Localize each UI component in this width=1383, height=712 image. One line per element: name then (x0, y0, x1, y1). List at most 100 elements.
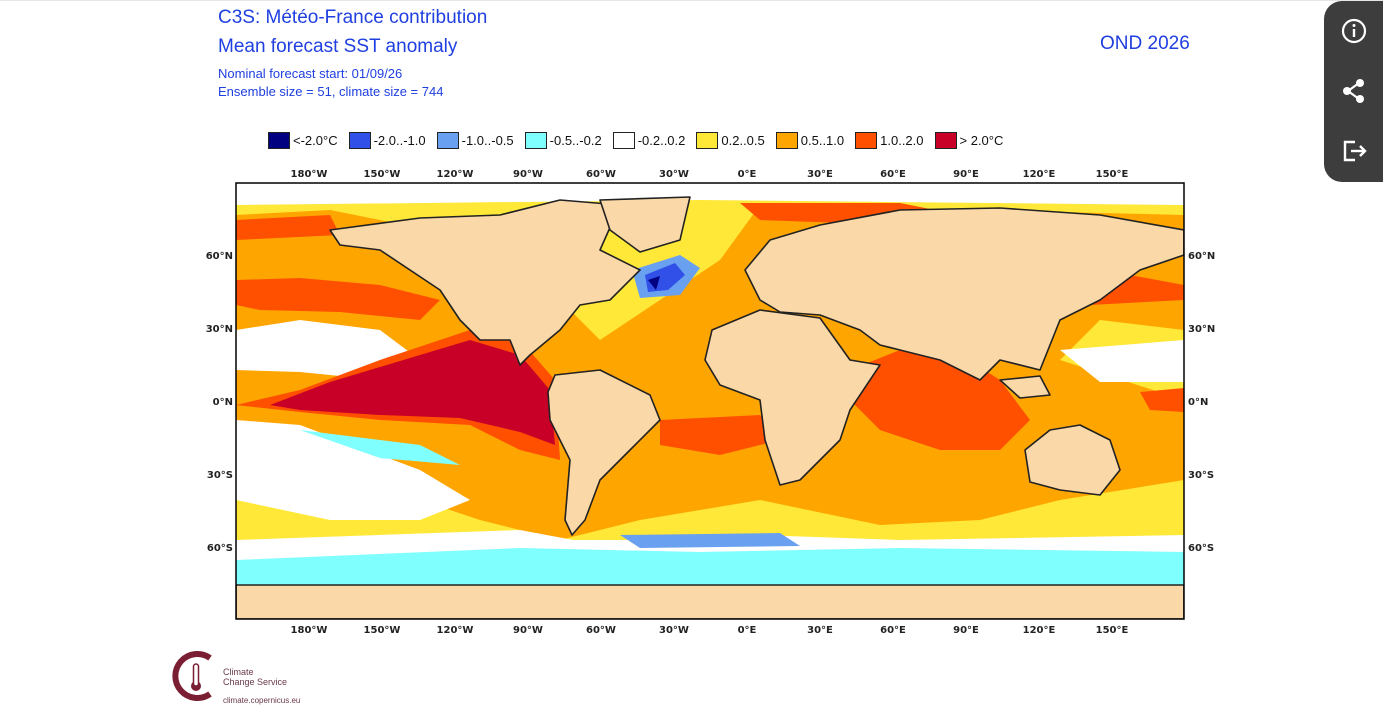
forecast-period: OND 2026 (1100, 33, 1190, 54)
lat-label: 60°N (1188, 251, 1215, 262)
legend-label: -0.2..0.2 (637, 132, 686, 148)
lat-label: 30°N (1188, 324, 1215, 335)
south-america (547, 369, 661, 536)
legend-item: > 2.0°C (934, 131, 1003, 149)
legend-item: <-2.0°C (268, 131, 338, 149)
land-layer (236, 196, 1184, 619)
anomaly-neutral-spac (236, 420, 470, 520)
lon-label: 180°W (291, 169, 328, 180)
lon-label: 150°W (364, 625, 401, 636)
lat-label: 60°N (206, 251, 233, 262)
legend-swatch (524, 131, 547, 149)
lat-label: 30°S (207, 470, 233, 481)
legend-item: 0.5..1.0 (775, 131, 845, 149)
legend-swatch (436, 131, 459, 149)
lon-label: 90°E (953, 625, 979, 636)
anomaly-neutral-wpac (1060, 340, 1184, 382)
map-subtitle: Mean forecast SST anomaly (218, 36, 458, 57)
lat-label: 30°S (1188, 470, 1214, 481)
legend-item: -2.0..-1.0 (348, 131, 426, 149)
legend-item: 1.0..2.0 (855, 131, 924, 149)
lon-label: 90°W (513, 625, 543, 636)
sst-anomaly-map: 180°W 150°W 120°W 90°W 60°W 30°W 0°E 30°E 60°E 90… (206, 169, 1216, 636)
map-title: C3S: Météo-France contribution (218, 7, 488, 28)
lon-label: 90°W (513, 169, 543, 180)
logo-url: climate.copernicus.eu (223, 696, 301, 705)
africa (704, 309, 881, 486)
greenland (599, 196, 691, 253)
anomaly-strong-npac (236, 278, 440, 320)
export-icon (1343, 140, 1367, 162)
share-button[interactable] (1338, 75, 1370, 107)
lon-label: 30°W (659, 169, 689, 180)
logo-line2: Change Service (223, 677, 288, 687)
legend-label: 1.0..2.0 (880, 132, 924, 148)
legend-label: 0.5..1.0 (800, 132, 845, 148)
north-america (329, 199, 641, 366)
title-block: C3S: Météo-France contribution Mean fore… (218, 6, 487, 100)
forecast-start: Nominal forecast start: 01/09/26 (218, 66, 403, 81)
map-frame (235, 182, 1185, 620)
color-legend: <-2.0°C -2.0..-1.0 -1.0..-0.5 -0.5..-0.2… (268, 130, 1014, 150)
lon-label: 120°E (1023, 625, 1056, 636)
lon-label: 150°E (1096, 169, 1129, 180)
lon-label: 60°W (586, 169, 616, 180)
legend-label: <-2.0°C (293, 132, 338, 148)
lon-label: 0°E (738, 625, 757, 636)
lon-label: 30°W (659, 625, 689, 636)
eurasia (744, 207, 1184, 381)
lon-label: 0°E (738, 169, 757, 180)
legend-item: -0.5..-0.2 (524, 131, 602, 149)
side-toolbar (1324, 1, 1383, 182)
lon-label: 60°E (880, 625, 906, 636)
lat-label: 0°N (1188, 397, 1208, 408)
anomaly-strong-south-atlantic (660, 415, 780, 455)
lon-label: 150°W (364, 169, 401, 180)
legend-label: -2.0..-1.0 (373, 132, 426, 148)
top-divider (0, 0, 1383, 1)
legend-item: -0.2..0.2 (612, 131, 686, 149)
antarctica (236, 584, 1184, 619)
logo-line1: Climate (223, 667, 254, 677)
legend-swatch (348, 131, 371, 149)
anomaly-cool-southern (236, 548, 1184, 585)
anomaly-cool-south-atlantic (620, 533, 800, 548)
lat-label: 30°N (206, 324, 233, 335)
lon-label: 30°E (807, 169, 833, 180)
share-icon (1343, 79, 1364, 103)
maritime-continent (999, 375, 1051, 399)
map-content (236, 183, 1184, 619)
legend-label: 0.2..0.5 (721, 132, 765, 148)
legend-label: -0.5..-0.2 (549, 132, 602, 148)
legend-swatch (696, 131, 719, 149)
lat-label: 0°N (213, 397, 233, 408)
lon-label: 120°E (1023, 169, 1056, 180)
anomaly-strong-warm-pool (1140, 388, 1184, 412)
anomaly-strong-bering (236, 215, 340, 240)
anomaly-very-cold-north-atlantic (648, 276, 660, 290)
anomaly-extreme-nino (270, 340, 555, 445)
legend-item: -1.0..-0.5 (436, 131, 514, 149)
anomaly-cool-spac (300, 430, 460, 465)
info-icon (1341, 18, 1367, 44)
lat-labels-right: 60°N 30°N 0°N 30°S 60°S (1188, 251, 1215, 554)
lat-labels-left: 60°N 30°N 0°N 30°S 60°S (206, 251, 233, 554)
lon-label: 120°W (437, 169, 474, 180)
legend-swatch (775, 131, 798, 149)
lat-label: 60°S (1188, 543, 1214, 554)
ensemble-info: Ensemble size = 51, climate size = 744 (218, 84, 444, 99)
lon-label: 90°E (953, 169, 979, 180)
legend-swatch (612, 131, 635, 149)
legend-item: 0.2..0.5 (696, 131, 765, 149)
lon-label: 60°W (586, 625, 616, 636)
export-button[interactable] (1338, 135, 1370, 167)
lon-label: 120°W (437, 625, 474, 636)
info-button[interactable] (1338, 15, 1370, 47)
lon-labels-top: 180°W 150°W 120°W 90°W 60°W 30°W 0°E 30°E 60°E 90… (291, 169, 1129, 180)
lon-label: 30°E (807, 625, 833, 636)
legend-swatch (268, 131, 290, 149)
copernicus-logo: Climate Change Service climate.copernicu… (170, 650, 330, 706)
lon-label: 180°W (291, 625, 328, 636)
lon-label: 60°E (880, 169, 906, 180)
legend-swatch (855, 131, 878, 149)
